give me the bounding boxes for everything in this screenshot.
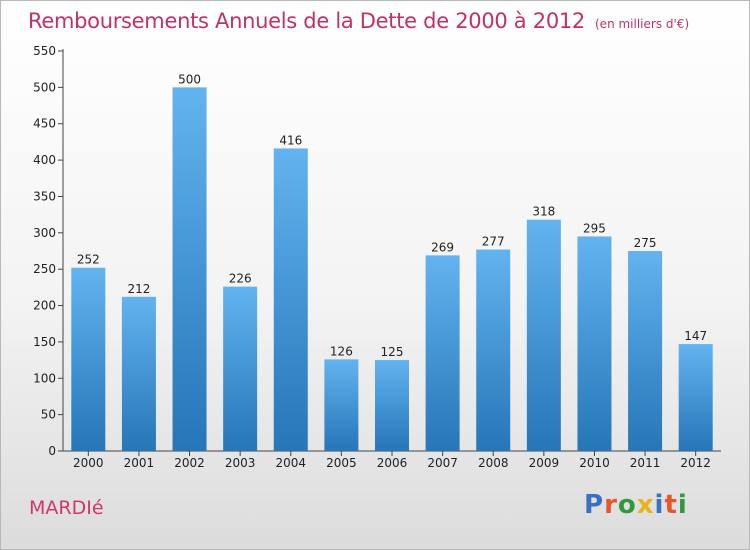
chart-title: Remboursements Annuels de la Dette de 20… (28, 9, 689, 33)
title-unit: (en milliers d'€) (595, 17, 690, 31)
data-label: 147 (684, 329, 707, 343)
data-label: 126 (330, 344, 353, 358)
logo-letter: x (636, 490, 655, 520)
logo-letter: o (617, 490, 637, 520)
y-tick-label: 450 (33, 117, 56, 131)
x-tick-label: 2002 (174, 456, 205, 470)
bar (273, 148, 308, 452)
y-tick-label: 350 (33, 189, 56, 203)
data-label: 125 (381, 345, 404, 359)
bar (678, 344, 713, 451)
bar (425, 255, 460, 451)
bar (172, 87, 207, 451)
data-label: 318 (532, 205, 555, 219)
y-tick-label: 550 (33, 44, 56, 58)
x-tick-label: 2010 (579, 456, 610, 470)
logo-letter: r (604, 490, 618, 520)
bar (121, 296, 156, 451)
x-tick-label: 2004 (275, 456, 306, 470)
y-tick-label: 300 (33, 226, 56, 240)
y-tick-label: 150 (33, 335, 56, 349)
x-tick-label: 2012 (680, 456, 711, 470)
logo-letter: i (654, 490, 665, 520)
data-label: 269 (431, 240, 454, 254)
x-tick-label: 2006 (377, 456, 408, 470)
data-label: 252 (77, 253, 100, 267)
x-tick-label: 2009 (529, 456, 560, 470)
x-tick-label: 2007 (427, 456, 458, 470)
y-tick-label: 100 (33, 371, 56, 385)
bar (577, 236, 612, 451)
x-tick-label: 2008 (478, 456, 509, 470)
data-label: 212 (127, 282, 150, 296)
commune-name: MARDIé (29, 497, 104, 519)
y-tick-label: 0 (48, 444, 56, 458)
data-label: 226 (229, 272, 252, 286)
logo-letter: i (677, 490, 688, 520)
x-tick-label: 2000 (73, 456, 104, 470)
bar (324, 359, 359, 451)
title-text: Remboursements Annuels de la Dette de 20… (28, 9, 585, 33)
y-tick-label: 200 (33, 299, 56, 313)
logo-letter: t (664, 490, 678, 520)
logo-letter: P (584, 490, 605, 520)
bar (223, 286, 258, 451)
data-label: 295 (583, 221, 606, 235)
data-label: 500 (178, 72, 201, 86)
data-label: 277 (482, 235, 505, 249)
bar (628, 251, 663, 451)
y-tick-label: 500 (33, 80, 56, 94)
x-tick-label: 2003 (225, 456, 256, 470)
bar (71, 267, 106, 451)
x-tick-label: 2001 (124, 456, 155, 470)
x-tick-label: 2011 (630, 456, 661, 470)
data-label: 275 (634, 236, 657, 250)
bar (375, 360, 409, 451)
bar (526, 219, 561, 451)
x-tick-label: 2005 (326, 456, 357, 470)
y-tick-label: 400 (33, 153, 56, 167)
data-label: 416 (279, 133, 302, 147)
y-tick-label: 250 (33, 262, 56, 276)
bar (476, 249, 511, 451)
proxiti-logo: Proxiti (584, 490, 688, 520)
y-tick-label: 50 (41, 408, 56, 422)
